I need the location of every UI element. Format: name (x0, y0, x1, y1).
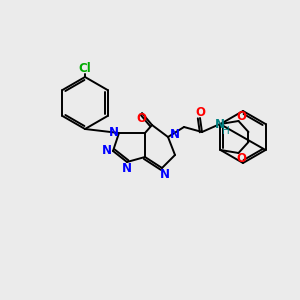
Text: N: N (170, 128, 180, 142)
Text: O: O (236, 110, 247, 122)
Text: H: H (222, 126, 230, 136)
Text: N: N (122, 161, 132, 175)
Text: Cl: Cl (79, 62, 92, 76)
Text: N: N (215, 118, 225, 131)
Text: N: N (102, 145, 112, 158)
Text: O: O (195, 106, 205, 119)
Text: N: N (109, 127, 119, 140)
Text: O: O (136, 112, 146, 125)
Text: N: N (160, 167, 170, 181)
Text: O: O (236, 152, 247, 164)
